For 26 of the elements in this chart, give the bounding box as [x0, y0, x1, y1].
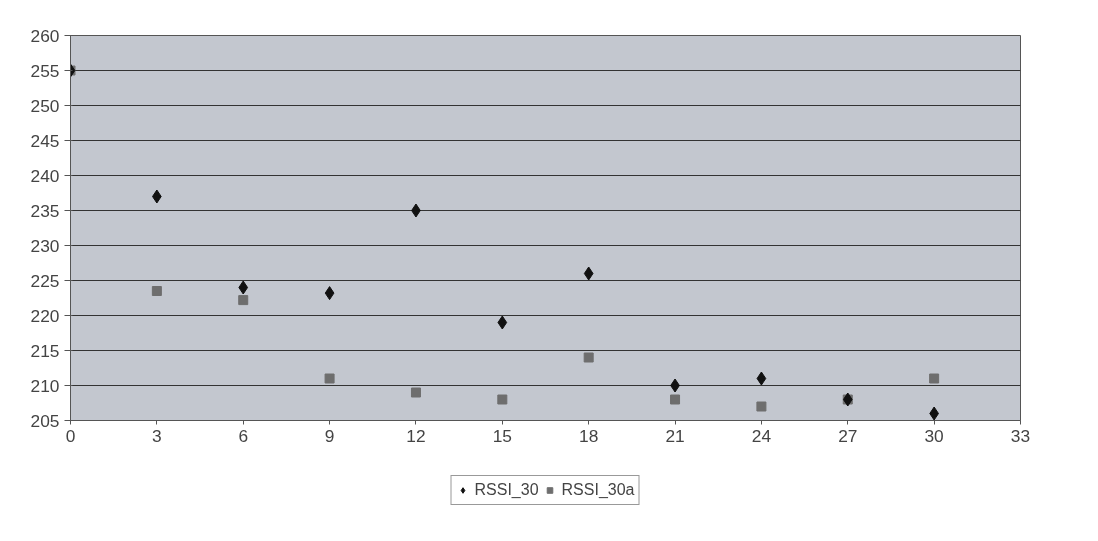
x-tick-label: 9	[324, 425, 335, 446]
legend-label: RSSI_30a	[561, 481, 635, 499]
x-tick-label: 18	[579, 425, 599, 446]
x-tick-label: 15	[492, 425, 512, 446]
y-tick-label: 255	[30, 60, 60, 81]
y-tick-label: 220	[30, 305, 60, 326]
x-tick-label: 0	[65, 425, 76, 446]
y-tick-label: 215	[30, 340, 60, 361]
x-tick-label: 33	[1010, 425, 1031, 446]
y-tick-label: 260	[30, 25, 60, 46]
y-tick-label: 250	[30, 95, 60, 116]
x-tick-label: 12	[406, 425, 426, 446]
y-tick-label: 240	[30, 165, 60, 186]
x-tick-label: 3	[152, 425, 162, 446]
y-tick-label: 225	[30, 270, 60, 291]
x-tick-label: 24	[751, 425, 772, 446]
y-tick-label: 245	[30, 130, 60, 151]
x-tick-label: 30	[924, 425, 944, 446]
legend-label: RSSI_30	[474, 481, 539, 499]
x-tick-label: 6	[238, 425, 249, 446]
y-tick-label: 230	[30, 235, 60, 256]
y-tick-label: 205	[30, 410, 60, 431]
x-tick-label: 27	[838, 425, 858, 446]
x-tick-label: 21	[665, 425, 685, 446]
y-tick-label: 210	[30, 375, 60, 396]
y-tick-label: 235	[30, 200, 60, 221]
